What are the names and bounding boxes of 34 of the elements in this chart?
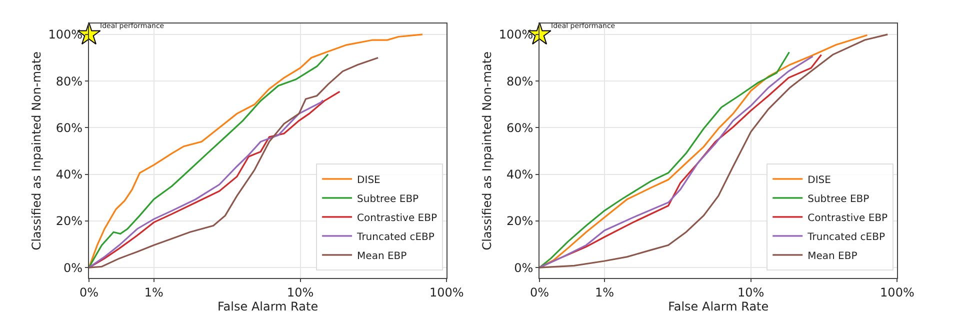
y-tick-label: 80% bbox=[56, 74, 83, 88]
legend-label: Contrastive EBP bbox=[357, 212, 438, 224]
x-axis-title: False Alarm Rate bbox=[218, 299, 318, 314]
y-tick-label: 20% bbox=[506, 214, 534, 228]
y-tick-label: 100% bbox=[498, 28, 534, 42]
y-tick-label: 80% bbox=[506, 74, 534, 88]
y-tick-label: 40% bbox=[56, 168, 83, 182]
y-tick-label: 100% bbox=[48, 28, 83, 42]
y-tick-label: 60% bbox=[506, 120, 534, 135]
legend-label: DISE bbox=[357, 174, 380, 186]
y-axis-title: Classified as Inpainted Non-mate bbox=[30, 52, 44, 250]
x-tick-label: 1% bbox=[144, 285, 164, 300]
legend-label: Subtree EBP bbox=[808, 194, 870, 205]
x-tick-label: 0% bbox=[79, 285, 98, 300]
x-tick-label: 1% bbox=[594, 285, 614, 300]
y-tick-label: 0% bbox=[64, 260, 83, 275]
y-tick-label: 0% bbox=[514, 260, 534, 275]
x-tick-label: 100% bbox=[429, 285, 464, 300]
x-tick-label: 10% bbox=[286, 285, 314, 300]
legend-label: Truncated cEBP bbox=[356, 232, 434, 243]
x-tick-label: 100% bbox=[880, 285, 914, 300]
x-tick-label: 0% bbox=[530, 285, 550, 300]
y-tick-label: 40% bbox=[506, 168, 534, 182]
y-tick-label: 60% bbox=[56, 120, 83, 135]
legend-label: Contrastive EBP bbox=[808, 212, 888, 224]
legend-label: Truncated cEBP bbox=[806, 232, 885, 243]
x-tick-label: 10% bbox=[737, 285, 764, 300]
legend-label: Mean EBP bbox=[808, 250, 858, 262]
legend-label: DISE bbox=[808, 174, 831, 186]
legend-label: Subtree EBP bbox=[357, 194, 419, 205]
x-axis-title: False Alarm Rate bbox=[668, 299, 769, 314]
legend-label: Mean EBP bbox=[357, 250, 407, 262]
y-tick-label: 20% bbox=[56, 214, 83, 228]
y-axis-title: Classified as Inpainted Non-mate bbox=[480, 52, 494, 250]
